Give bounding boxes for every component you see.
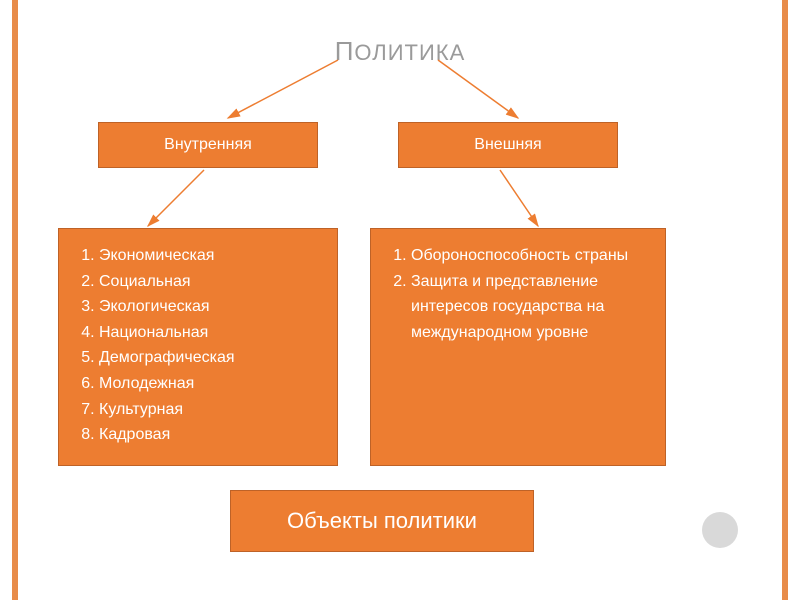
corner-circle <box>702 512 738 548</box>
diagram-content: ПОЛИТИКА Внутренняя Внешняя Экономическа… <box>18 0 782 600</box>
list-item: Социальная <box>99 269 323 295</box>
footer-label: Объекты политики <box>287 508 477 534</box>
list-item: Защита и представление интересов государ… <box>411 269 651 346</box>
list-item: Кадровая <box>99 422 323 448</box>
list-box-internal: ЭкономическаяСоциальнаяЭкологическаяНаци… <box>58 228 338 466</box>
list-item: Молодежная <box>99 371 323 397</box>
branch-right-label: Внешняя <box>474 136 541 154</box>
frame-border-right <box>782 0 788 600</box>
external-policy-list: Обороноспособность страныЗащита и предст… <box>411 243 651 345</box>
list-box-external: Обороноспособность страныЗащита и предст… <box>370 228 666 466</box>
list-item: Национальная <box>99 320 323 346</box>
branch-box-internal: Внутренняя <box>98 122 318 168</box>
branch-left-label: Внутренняя <box>164 136 252 154</box>
internal-policy-list: ЭкономическаяСоциальнаяЭкологическаяНаци… <box>99 243 323 448</box>
list-item: Культурная <box>99 397 323 423</box>
list-item: Экологическая <box>99 294 323 320</box>
list-item: Обороноспособность страны <box>411 243 651 269</box>
footer-box: Объекты политики <box>230 490 534 552</box>
list-item: Экономическая <box>99 243 323 269</box>
list-item: Демографическая <box>99 345 323 371</box>
title-rest: ОЛИТИКА <box>354 40 465 65</box>
page-title: ПОЛИТИКА <box>18 36 782 67</box>
branch-box-external: Внешняя <box>398 122 618 168</box>
title-cap: П <box>335 36 355 66</box>
